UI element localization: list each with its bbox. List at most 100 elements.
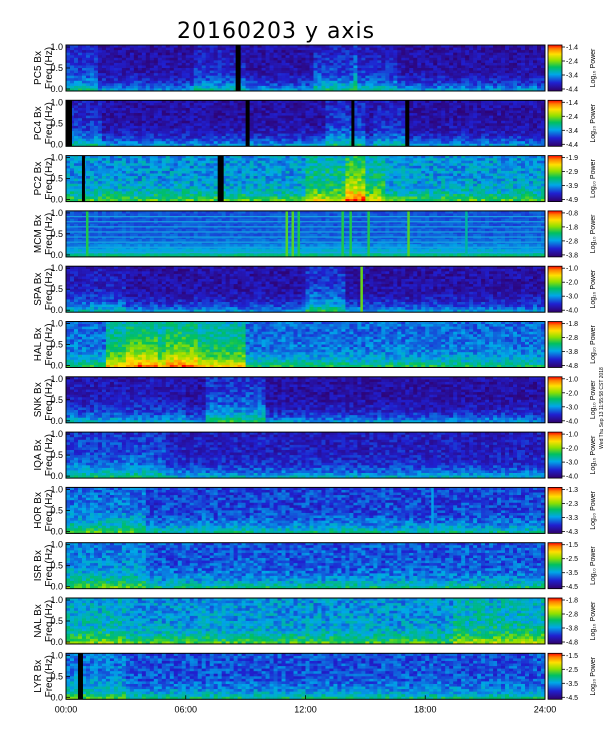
spectrogram-cell xyxy=(489,55,493,58)
spectrogram-cell xyxy=(274,126,278,129)
spectrogram-cell xyxy=(190,53,194,56)
spectrogram-cell xyxy=(98,194,102,197)
spectrogram-cell xyxy=(401,126,405,129)
spectrogram-cell xyxy=(357,134,361,137)
spectrogram-cell xyxy=(306,76,310,79)
spectrogram-cell xyxy=(278,53,282,56)
spectrogram-cell xyxy=(86,68,90,71)
spectrogram-cell xyxy=(170,48,174,51)
spectrogram-cell xyxy=(461,50,465,53)
spectrogram-cell xyxy=(122,123,126,126)
spectrogram-cell xyxy=(146,111,150,114)
spectrogram-cell xyxy=(198,71,202,74)
spectrogram-cell xyxy=(437,73,441,76)
spectrogram-cell xyxy=(158,55,162,58)
spectrogram-cell xyxy=(146,60,150,63)
spectrogram-cell xyxy=(449,53,453,56)
spectrogram-cell xyxy=(489,83,493,86)
spectrogram-cell xyxy=(274,113,278,116)
spectrogram-cell xyxy=(70,168,74,171)
spectrogram-cell xyxy=(325,78,329,81)
spectrogram-cell xyxy=(218,76,222,79)
spectrogram-cell xyxy=(457,118,461,121)
spectrogram-cell xyxy=(146,171,150,174)
spectrogram-cell xyxy=(178,131,182,134)
spectrogram-cell xyxy=(86,103,90,106)
spectrogram-cell xyxy=(182,111,186,114)
spectrogram-cell xyxy=(158,68,162,71)
spectrogram-cell xyxy=(166,108,170,111)
spectrogram-cell xyxy=(298,121,302,124)
spectrogram-cell xyxy=(429,113,433,116)
spectrogram-cell xyxy=(70,171,74,174)
spectrogram-cell xyxy=(365,83,369,86)
spectrogram-cell xyxy=(66,191,70,194)
spectrogram-cell xyxy=(78,191,82,194)
spectrogram-cell xyxy=(477,136,481,139)
spectrogram-cell xyxy=(162,111,166,114)
spectrogram-cell xyxy=(377,71,381,74)
spectrogram-cell xyxy=(413,55,417,58)
spectrogram-cell xyxy=(186,48,190,51)
spectrogram-cell xyxy=(146,81,150,84)
spectrogram-cell xyxy=(302,118,306,121)
spectrogram-cell xyxy=(533,86,537,89)
spectrogram-cell xyxy=(114,191,118,194)
spectrogram-cell xyxy=(70,71,74,74)
spectrogram-cell xyxy=(294,134,298,137)
spectrogram-cell xyxy=(78,131,82,134)
spectrogram-cell xyxy=(182,166,186,169)
spectrogram-cell xyxy=(517,73,521,76)
spectrogram-cell xyxy=(377,83,381,86)
spectrogram-cell xyxy=(130,103,134,106)
spectrogram-cell xyxy=(429,139,433,142)
spectrogram-cell xyxy=(497,128,501,131)
spectrogram-cell xyxy=(393,141,397,144)
spectrogram-cell xyxy=(154,108,158,111)
spectrogram-cell xyxy=(485,53,489,56)
spectrogram-cell xyxy=(186,81,190,84)
spectrogram-cell xyxy=(274,118,278,121)
spectrogram-cell xyxy=(393,50,397,53)
spectrogram-cell xyxy=(74,184,78,187)
spectrogram-cell xyxy=(174,76,178,79)
spectrogram-cell xyxy=(465,141,469,144)
spectrogram-cell xyxy=(290,55,294,58)
spectrogram-cell xyxy=(70,65,74,68)
spectrogram-cell xyxy=(321,103,325,106)
spectrogram-cell xyxy=(106,194,110,197)
spectrogram-cell xyxy=(513,83,517,86)
spectrogram-cell xyxy=(158,116,162,119)
spectrogram-cell xyxy=(78,55,82,58)
spectrogram-cell xyxy=(521,113,525,116)
spectrogram-cell xyxy=(413,141,417,144)
spectrogram-cell xyxy=(401,86,405,89)
spectrogram-cell xyxy=(437,139,441,142)
spectrogram-cell xyxy=(202,128,206,131)
spectrogram-cell xyxy=(194,186,198,189)
spectrogram-cell xyxy=(509,53,513,56)
spectrogram-cell xyxy=(401,131,405,134)
spectrogram-cell xyxy=(110,136,114,139)
spectrogram-cell xyxy=(122,163,126,166)
spectrogram-cell xyxy=(150,176,154,179)
spectrogram-cell xyxy=(202,181,206,184)
spectrogram-cell xyxy=(270,68,274,71)
spectrogram-cell xyxy=(449,128,453,131)
spectrogram-cell xyxy=(317,63,321,66)
spectrogram-cell xyxy=(485,103,489,106)
spectrogram-cell xyxy=(337,111,341,114)
spectrogram-cell xyxy=(82,134,86,137)
spectrogram-cell xyxy=(537,50,541,53)
spectrogram-cell xyxy=(254,141,258,144)
spectrogram-cell xyxy=(433,71,437,74)
spectrogram-cell xyxy=(130,55,134,58)
spectrogram-cell xyxy=(505,128,509,131)
spectrogram-cell xyxy=(90,81,94,84)
spectrogram-cell xyxy=(485,60,489,63)
spectrogram-cell xyxy=(294,86,298,89)
spectrogram-cell xyxy=(226,141,230,144)
spectrogram-cell xyxy=(357,131,361,134)
spectrogram-cell xyxy=(341,128,345,131)
spectrogram-cell xyxy=(214,63,218,66)
